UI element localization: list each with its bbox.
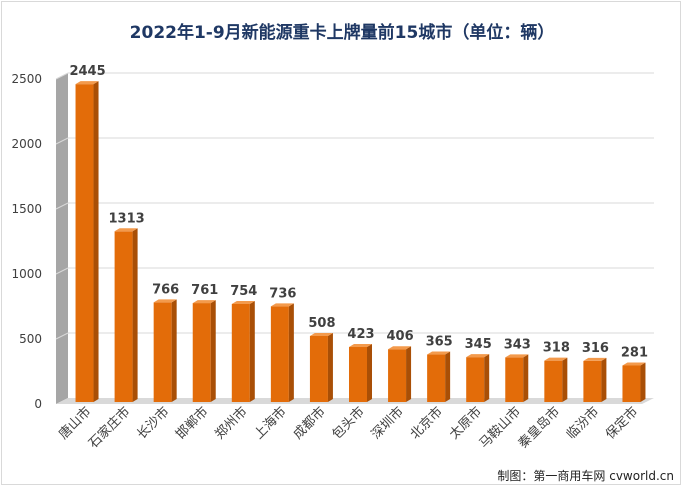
bar: [583, 360, 602, 402]
bar-top: [231, 300, 255, 304]
bar-top: [192, 300, 216, 304]
gridline-wall: [55, 332, 69, 340]
bar-side: [367, 344, 372, 402]
x-tick-label: 唐山市: [55, 404, 94, 443]
bar-top: [153, 299, 177, 303]
bar-side: [445, 351, 451, 402]
bar-side: [171, 299, 177, 402]
x-tick-label: 保定市: [602, 404, 641, 443]
gridline-wall: [55, 202, 69, 210]
bar-side: [132, 228, 138, 402]
bar-top: [505, 354, 529, 358]
bar-top: [583, 357, 607, 361]
bar: [349, 347, 367, 402]
bar-side: [640, 362, 646, 402]
bar-side: [484, 354, 490, 402]
bar-top: [544, 357, 568, 361]
bar: [622, 365, 641, 402]
x-tick-label: 郑州市: [212, 404, 251, 443]
data-label: 343: [504, 337, 531, 352]
data-label: 761: [191, 283, 218, 298]
source-note: 制图：第一商用车网 cvworld.cn: [497, 469, 674, 483]
bar-top: [427, 351, 451, 355]
bar-side: [288, 303, 294, 402]
data-label: 754: [230, 284, 257, 299]
gridline-wall: [55, 72, 69, 80]
bar: [388, 349, 407, 402]
data-label: 365: [426, 335, 453, 350]
x-tick-label: 临汾市: [563, 404, 602, 443]
bar-top: [388, 346, 412, 350]
data-label: 508: [308, 316, 335, 331]
bar-top: [75, 81, 99, 85]
bar-side: [562, 357, 568, 402]
bar: [505, 357, 524, 402]
gridline-wall: [55, 267, 69, 275]
y-tick-label: 500: [19, 332, 42, 346]
x-tick-label: 马鞍山市: [476, 404, 524, 452]
data-label: 345: [465, 337, 492, 352]
bar-top: [622, 362, 646, 366]
bar: [544, 360, 563, 402]
data-label: 406: [386, 329, 413, 344]
bar: [153, 302, 172, 402]
y-tick-label: 1500: [11, 202, 42, 216]
data-label: 736: [269, 286, 296, 301]
x-tick-label: 石家庄市: [85, 404, 133, 452]
data-label: 1313: [109, 211, 145, 226]
bar-top: [349, 344, 372, 348]
bar: [231, 303, 250, 402]
bar-side: [327, 332, 333, 402]
bar-side: [249, 300, 255, 402]
bar-top: [270, 303, 294, 307]
y-tick-label: 0: [34, 397, 42, 411]
y-tick-label: 1000: [11, 267, 42, 281]
gridline-wall: [55, 137, 69, 145]
data-label: 423: [347, 327, 374, 342]
data-label: 766: [152, 282, 179, 297]
bar-top: [466, 354, 490, 358]
bar-side: [210, 300, 216, 402]
x-tick-label: 长沙市: [134, 404, 173, 443]
bar: [427, 354, 446, 402]
bar-side: [523, 354, 529, 402]
data-label: 2445: [69, 64, 105, 79]
chart-side-wall: [56, 73, 68, 404]
x-tick-label: 上海市: [251, 404, 290, 443]
x-tick-label: 北京市: [407, 404, 446, 443]
bar-side: [93, 81, 99, 403]
bar: [466, 357, 485, 402]
bar-top: [114, 228, 138, 232]
bar-top: [309, 332, 333, 336]
data-label: 316: [582, 341, 609, 356]
x-tick-label: 邯郸市: [173, 404, 212, 443]
y-tick-label: 2000: [11, 137, 42, 151]
data-label: 281: [621, 345, 648, 360]
x-tick-label: 秦皇岛市: [515, 404, 563, 452]
data-label: 318: [543, 341, 570, 356]
bar-side: [406, 346, 412, 402]
bar: [270, 306, 289, 402]
bar: [75, 84, 94, 403]
bar: [309, 335, 328, 402]
bar: [114, 231, 133, 402]
x-tick-label: 太原市: [446, 404, 485, 443]
x-tick-label: 深圳市: [368, 404, 407, 443]
bar-side: [601, 357, 607, 402]
x-tick-label: 包头市: [329, 404, 368, 443]
chart-title: 2022年1-9月新能源重卡上牌量前15城市（单位：辆）: [129, 23, 555, 43]
x-tick-label: 成都市: [290, 404, 329, 443]
bar: [192, 303, 211, 402]
y-tick-label: 2500: [11, 72, 42, 86]
